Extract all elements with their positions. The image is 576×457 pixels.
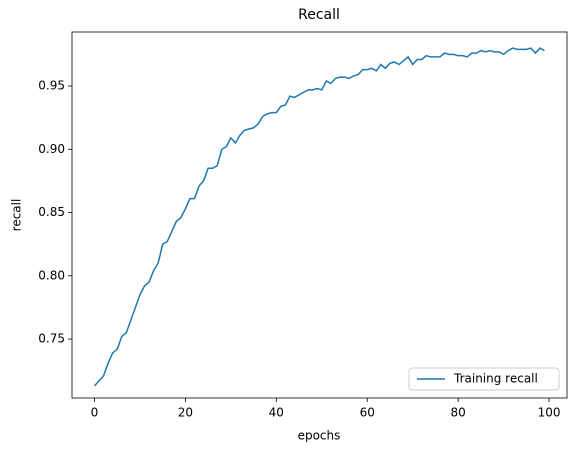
y-tick-label: 0.90 <box>38 142 65 156</box>
line-series <box>93 47 545 387</box>
y-tick-label: 0.85 <box>38 205 65 219</box>
x-tick-label: 20 <box>178 406 193 420</box>
y-tick-label: 0.80 <box>38 268 65 282</box>
x-axis-label: epochs <box>298 429 341 443</box>
y-tick-label: 0.95 <box>38 79 65 93</box>
x-tick-label: 40 <box>269 406 284 420</box>
legend-label: Training recall <box>453 372 538 386</box>
y-tick-label: 0.75 <box>38 332 65 346</box>
x-tick-label: 60 <box>360 406 375 420</box>
x-tick-label: 80 <box>450 406 465 420</box>
legend-box <box>408 367 560 391</box>
y-axis-label: recall <box>10 199 24 232</box>
x-tick-label: 100 <box>538 406 561 420</box>
chart-title: Recall <box>298 7 340 23</box>
axes-frame <box>71 31 568 399</box>
x-tick-label: 0 <box>91 406 99 420</box>
